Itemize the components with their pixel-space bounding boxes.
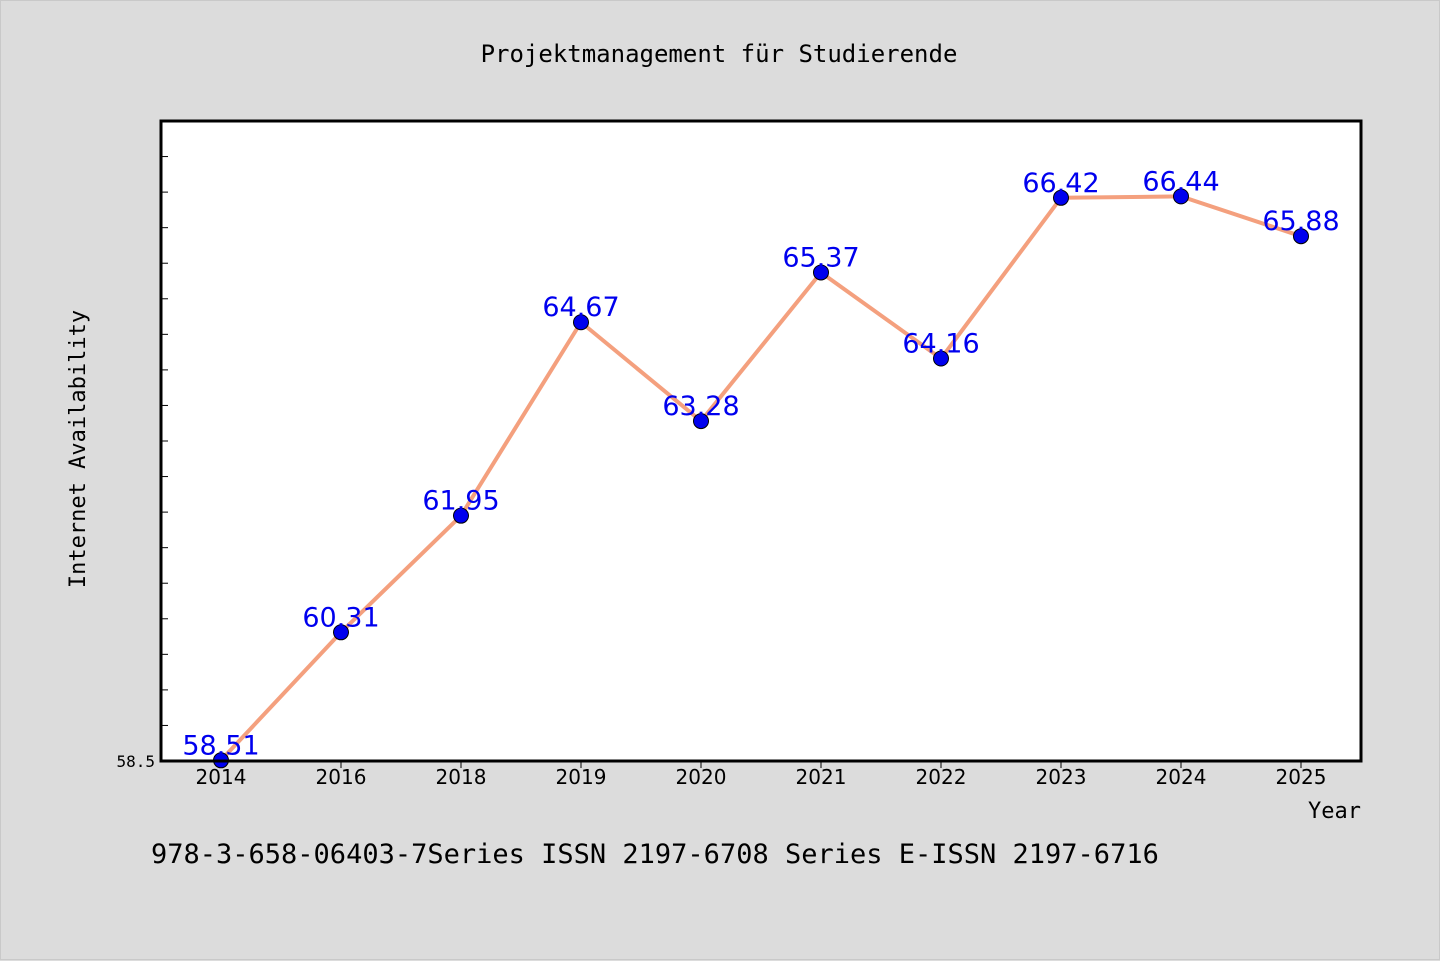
data-point <box>333 624 349 641</box>
data-label: 60.31 <box>302 602 379 633</box>
data-point <box>933 350 949 367</box>
x-tick-label: 2020 <box>676 765 727 789</box>
x-axis-label: Year <box>1308 799 1361 824</box>
y-tick-label: 58.5 <box>116 752 155 771</box>
x-tick-label: 2014 <box>196 765 247 789</box>
x-tick-label: 2019 <box>556 765 607 789</box>
x-tick-label: 2022 <box>916 765 967 789</box>
x-tick-label: 2016 <box>316 765 367 789</box>
data-point <box>1293 228 1309 245</box>
chart-title: Projektmanagement für Studierende <box>481 40 958 68</box>
data-point <box>693 413 709 430</box>
data-label: 66.42 <box>1022 168 1099 199</box>
data-point <box>813 264 829 281</box>
data-point <box>573 314 589 331</box>
x-tick-label: 2025 <box>1276 765 1327 789</box>
data-label: 63.28 <box>662 391 739 422</box>
x-tick-label: 2024 <box>1156 765 1207 789</box>
x-tick-label: 2023 <box>1036 765 1087 789</box>
plot-frame <box>159 119 1363 763</box>
x-tick-label: 2018 <box>436 765 487 789</box>
data-label: 65.37 <box>782 242 859 273</box>
footer-text: 978-3-658-06403-7Series ISSN 2197-6708 S… <box>151 839 1159 870</box>
data-label: 61.95 <box>422 486 499 517</box>
data-point <box>1053 189 1069 206</box>
series-group: 58.51 60.31 61.95 64.67 63.28 65.37 64.16 66.42… <box>182 166 1340 769</box>
data-label: 64.16 <box>902 329 979 360</box>
x-tick-label: 2021 <box>796 765 847 789</box>
series-line <box>219 194 1303 763</box>
data-point <box>1173 188 1189 205</box>
data-label: 58.51 <box>182 730 259 761</box>
plot-area <box>161 121 1361 761</box>
x-axis-tick-labels: 2014 2016 2018 2019 2020 2021 2022 2023 2024 2025 <box>196 765 1327 789</box>
data-label: 66.44 <box>1142 166 1219 197</box>
data-point <box>453 507 469 524</box>
y-axis-label: Internet Availability <box>66 310 91 588</box>
data-label: 64.67 <box>542 292 619 323</box>
data-label: 65.88 <box>1262 206 1339 237</box>
